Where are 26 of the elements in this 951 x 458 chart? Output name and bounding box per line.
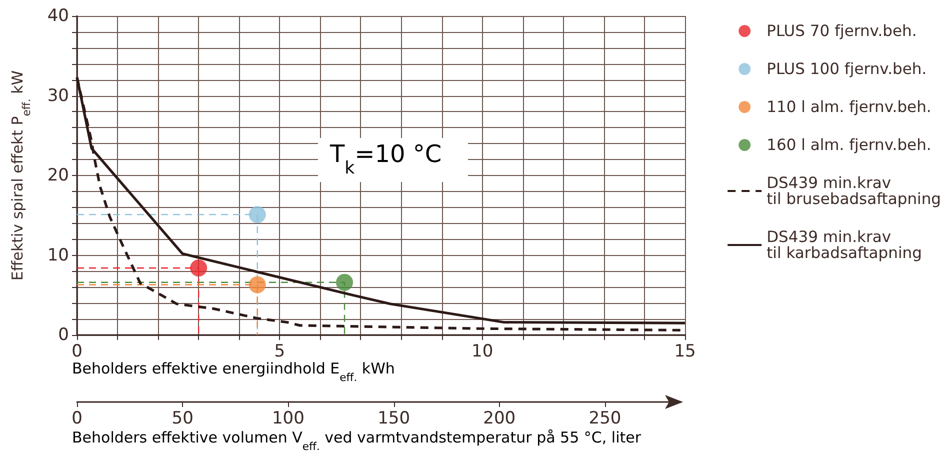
legend-label: DS439 min.krav til karbadsaftapning <box>766 228 922 262</box>
y-tick-label: 30 <box>47 86 69 106</box>
point <box>336 274 354 291</box>
y-tick-label: 0 <box>58 325 69 345</box>
legend-label: 160 l alm. fjernv.beh. <box>766 136 932 154</box>
x2-tick-label: 0 <box>72 408 82 428</box>
x-tick-label: 10 <box>472 342 494 362</box>
x-tick-label: 0 <box>72 342 82 362</box>
point <box>248 206 266 224</box>
legend-label: PLUS 100 fjernv.beh. <box>766 60 927 78</box>
legend-label: PLUS 70 fjernv.beh. <box>766 22 917 40</box>
y-tick-label: 40 <box>47 6 69 26</box>
x2-tick-label: 200 <box>483 408 516 428</box>
y-axis-title: Effektiv spiral effekt Peff. kW <box>8 70 33 281</box>
y-tick-label: 20 <box>47 166 69 186</box>
x2-tick-label: 150 <box>378 408 410 428</box>
x2-tick-label: 250 <box>588 408 622 428</box>
point <box>248 276 266 294</box>
legend-label: 110 l alm. fjernv.beh. <box>766 98 932 116</box>
y-tick-label: 10 <box>47 245 69 266</box>
legend-label: DS439 min.krav til brusebadsaftapning <box>766 174 941 208</box>
x-tick-label: 5 <box>274 342 286 362</box>
x-tick-label: 15 <box>674 342 696 362</box>
x2-tick-label: 50 <box>172 408 194 428</box>
x2-tick-label: 100 <box>272 408 304 428</box>
point <box>190 260 208 277</box>
